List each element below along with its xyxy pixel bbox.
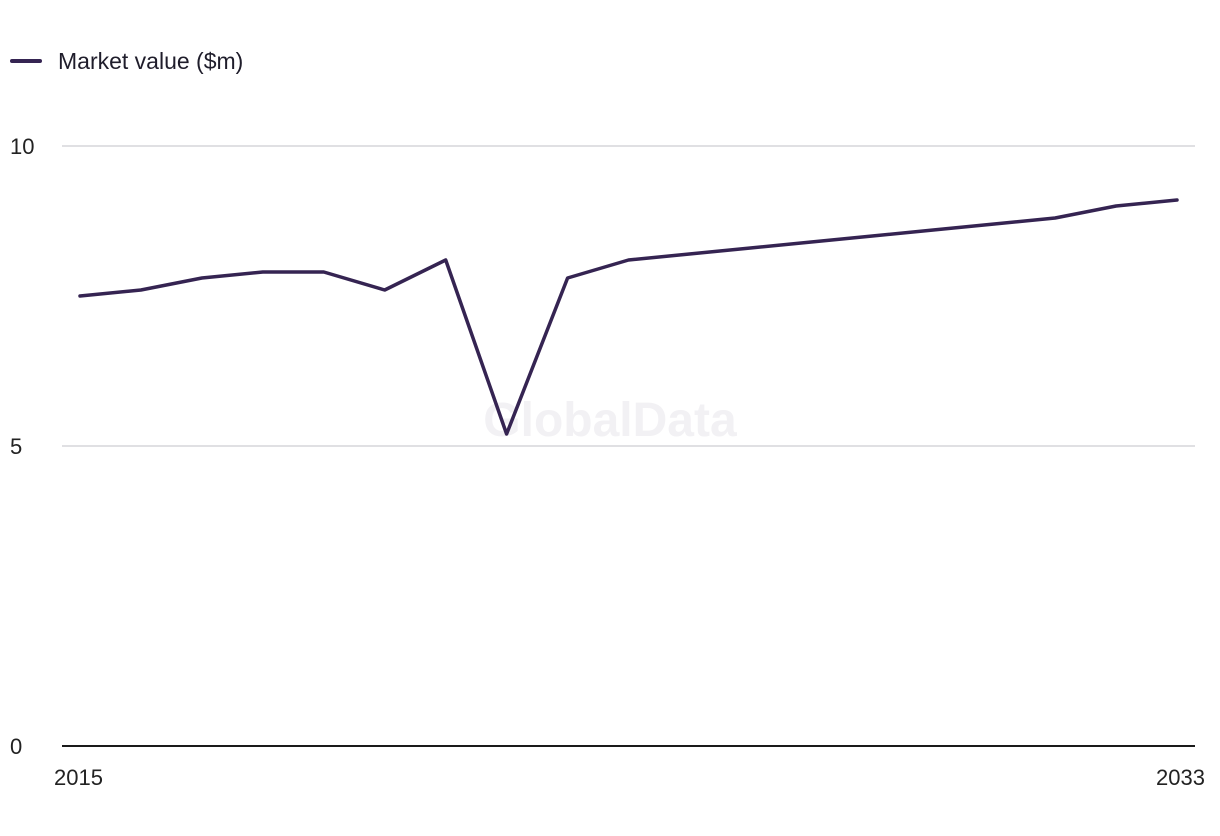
- y-tick-label-10: 10: [10, 134, 34, 159]
- x-tick-label-last: 2033: [1156, 765, 1205, 790]
- watermark: GlobalData: [483, 394, 737, 447]
- legend-label: Market value ($m): [58, 47, 244, 74]
- legend: Market value ($m): [10, 46, 243, 76]
- legend-swatch: [10, 59, 42, 63]
- y-tick-label-5: 5: [10, 434, 22, 459]
- series-line-0: [78, 198, 1179, 436]
- x-tick-label-first: 2015: [54, 765, 103, 790]
- y-tick-label-0: 0: [10, 734, 22, 759]
